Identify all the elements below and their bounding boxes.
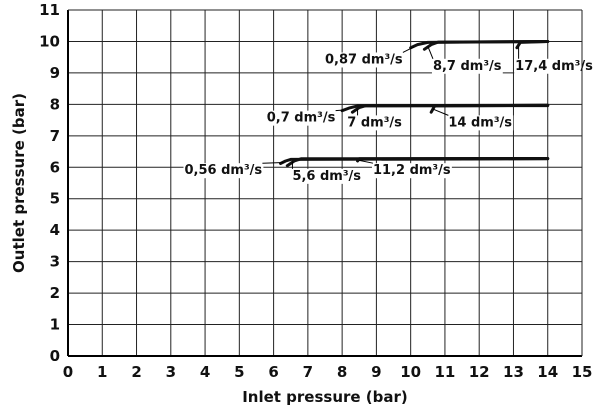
y-tick-label: 10 bbox=[39, 32, 60, 50]
y-tick-label: 4 bbox=[50, 221, 60, 239]
x-tick-label: 1 bbox=[97, 363, 107, 381]
annotation-background bbox=[346, 115, 404, 131]
y-axis-label: Outlet pressure (bar) bbox=[10, 93, 28, 273]
y-tick-label: 6 bbox=[50, 158, 60, 176]
flow-annotation: 0,56 dm³/s bbox=[185, 163, 263, 178]
annotations: 0,56 dm³/s 5,6 dm³/s 11,2 dm³/s 0,7 dm³/s 7 … bbox=[183, 45, 595, 184]
flow-annotation: 5,6 dm³/s bbox=[292, 169, 361, 184]
curves bbox=[279, 40, 550, 168]
x-tick-label: 13 bbox=[503, 363, 524, 381]
y-tick-label: 9 bbox=[50, 64, 60, 82]
x-axis-label: Inlet pressure (bar) bbox=[242, 388, 408, 406]
annotation-background bbox=[265, 110, 337, 126]
x-tick-label: 8 bbox=[337, 363, 347, 381]
x-tick-label: 10 bbox=[400, 363, 421, 381]
series-2-curve-2 bbox=[515, 40, 550, 50]
annotation-leader bbox=[427, 45, 434, 59]
x-tick-label: 9 bbox=[371, 363, 381, 381]
annotation-leader bbox=[335, 109, 344, 112]
annotation-background bbox=[431, 58, 503, 74]
flow-annotation: 0,87 dm³/s bbox=[325, 52, 403, 67]
y-tick-label: 2 bbox=[50, 284, 60, 302]
flow-annotation: 8,7 dm³/s bbox=[433, 59, 502, 74]
annotation-background bbox=[183, 163, 264, 179]
series-0-curve-2 bbox=[356, 157, 550, 163]
y-tick-label: 8 bbox=[50, 95, 60, 113]
annotation-leader bbox=[359, 159, 374, 164]
x-tick-label: 11 bbox=[434, 363, 455, 381]
x-tick-label: 12 bbox=[469, 363, 490, 381]
annotation-background bbox=[514, 58, 595, 74]
y-tick-label: 1 bbox=[50, 316, 60, 334]
annotation-leader bbox=[432, 108, 449, 116]
annotation-background bbox=[447, 115, 514, 131]
flow-annotation: 7 dm³/s bbox=[347, 115, 402, 130]
y-tick-label: 5 bbox=[50, 190, 60, 208]
x-tick-label: 7 bbox=[303, 363, 313, 381]
x-tick-label: 14 bbox=[537, 363, 558, 381]
x-tick-label: 3 bbox=[166, 363, 176, 381]
annotation-leader bbox=[262, 162, 284, 164]
x-tick-label: 4 bbox=[200, 363, 210, 381]
x-tick-label: 6 bbox=[268, 363, 278, 381]
x-tick-label: 2 bbox=[131, 363, 141, 381]
flow-annotation: 17,4 dm³/s bbox=[515, 59, 593, 74]
y-tick-label: 7 bbox=[50, 127, 60, 145]
x-tick-label: 0 bbox=[63, 363, 73, 381]
flow-annotation: 11,2 dm³/s bbox=[373, 163, 451, 178]
y-tick-label: 0 bbox=[50, 347, 60, 365]
x-tick-label: 15 bbox=[572, 363, 593, 381]
annotation-leader bbox=[402, 46, 415, 53]
annotation-background bbox=[291, 168, 363, 184]
flow-annotation: 14 dm³/s bbox=[448, 115, 512, 130]
series-1-curve-2 bbox=[429, 103, 550, 114]
annotation-background bbox=[324, 52, 404, 68]
flow-annotation: 0,7 dm³/s bbox=[267, 111, 336, 126]
axes bbox=[67, 9, 583, 357]
y-tick-label: 11 bbox=[39, 1, 60, 19]
x-tick-label: 5 bbox=[234, 363, 244, 381]
y-tick-label: 3 bbox=[50, 253, 60, 271]
annotation-background bbox=[371, 163, 452, 179]
